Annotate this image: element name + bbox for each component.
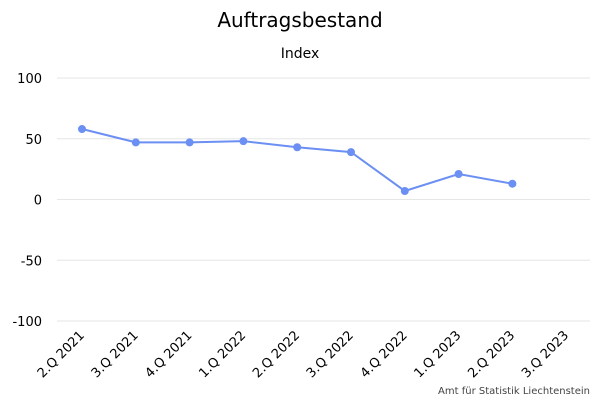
gridlines <box>57 77 590 322</box>
data-point <box>185 138 194 147</box>
series-layer <box>78 125 517 195</box>
x-tick-label: 4.Q 2021 <box>142 328 195 381</box>
chart-title: Auftragsbestand <box>217 8 382 32</box>
x-tick-label: 2.Q 2022 <box>250 328 303 381</box>
x-tick-label: 1.Q 2022 <box>196 328 249 381</box>
data-point <box>454 169 463 178</box>
y-tick-label: 100 <box>17 72 42 87</box>
x-tick-label: 2.Q 2021 <box>35 328 88 381</box>
y-tick-label: 0 <box>34 194 42 209</box>
x-tick-label: 2.Q 2023 <box>465 328 518 381</box>
x-tick-label: 3.Q 2022 <box>304 328 357 381</box>
data-point <box>239 137 248 146</box>
x-tick-label: 1.Q 2023 <box>411 328 464 381</box>
y-axis-tick-labels: 100 50 0 -50 -100 <box>12 72 42 330</box>
y-tick-label: -100 <box>12 315 42 330</box>
data-point <box>508 179 517 188</box>
x-axis-tick-labels: 2.Q 2021 3.Q 2021 4.Q 2021 1.Q 2022 2.Q 2022… <box>35 328 572 381</box>
data-point <box>347 148 355 157</box>
data-point <box>400 186 409 195</box>
data-point <box>293 143 302 152</box>
x-tick-label: 3.Q 2021 <box>89 328 142 381</box>
data-point <box>78 125 86 134</box>
data-point <box>131 138 140 147</box>
source-credit: Amt für Statistik Liechtenstein <box>438 386 590 397</box>
y-tick-label: -50 <box>21 254 42 269</box>
x-tick-label: 3.Q 2023 <box>519 328 572 381</box>
y-tick-label: 50 <box>25 133 42 148</box>
x-tick-label: 4.Q 2022 <box>358 328 411 381</box>
chart-subtitle: Index <box>281 46 320 62</box>
